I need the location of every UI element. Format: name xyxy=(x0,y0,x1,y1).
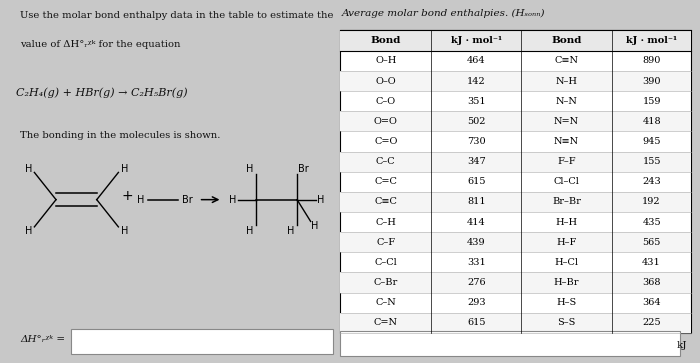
Text: H: H xyxy=(246,225,253,236)
Text: C–N: C–N xyxy=(375,298,396,307)
Text: kJ · mol⁻¹: kJ · mol⁻¹ xyxy=(626,36,677,45)
Text: H–F: H–F xyxy=(556,238,577,247)
Text: 464: 464 xyxy=(467,56,486,65)
Text: C₂H₄(g) + HBr(g) → C₂H₅Br(g): C₂H₄(g) + HBr(g) → C₂H₅Br(g) xyxy=(16,87,188,98)
Bar xyxy=(340,313,691,333)
Text: +: + xyxy=(122,189,133,203)
Text: ΔH°ᵣᵡᵏ =: ΔH°ᵣᵡᵏ = xyxy=(20,335,66,344)
Text: 565: 565 xyxy=(643,238,661,247)
Text: F–F: F–F xyxy=(557,157,576,166)
Text: C≡C: C≡C xyxy=(374,197,397,207)
Text: H–Cl: H–Cl xyxy=(554,258,579,267)
Bar xyxy=(340,30,691,51)
Text: 414: 414 xyxy=(467,217,486,227)
Text: H: H xyxy=(121,164,128,174)
Text: 811: 811 xyxy=(467,197,486,207)
Text: 368: 368 xyxy=(643,278,661,287)
Text: C–C: C–C xyxy=(376,157,396,166)
Bar xyxy=(340,30,691,333)
Text: 155: 155 xyxy=(643,157,661,166)
Text: C=N: C=N xyxy=(374,318,398,327)
Text: O–O: O–O xyxy=(375,77,396,86)
Text: 351: 351 xyxy=(467,97,486,106)
Text: Br: Br xyxy=(183,195,193,205)
Text: H: H xyxy=(25,225,32,236)
Text: 890: 890 xyxy=(643,56,661,65)
Bar xyxy=(340,152,691,172)
Text: 243: 243 xyxy=(642,177,661,186)
Text: 502: 502 xyxy=(467,117,485,126)
Text: kJ: kJ xyxy=(677,342,687,350)
Text: C≡N: C≡N xyxy=(554,56,579,65)
Text: 276: 276 xyxy=(467,278,486,287)
Text: Average molar bond enthalpies. (Hₛₒₙₙ): Average molar bond enthalpies. (Hₛₒₙₙ) xyxy=(342,9,545,18)
Text: O–H: O–H xyxy=(375,56,396,65)
Text: O=O: O=O xyxy=(374,117,398,126)
Text: 331: 331 xyxy=(467,258,486,267)
Text: 615: 615 xyxy=(467,318,485,327)
Text: 435: 435 xyxy=(643,217,661,227)
Text: 945: 945 xyxy=(643,137,661,146)
Text: 192: 192 xyxy=(643,197,661,207)
Text: C=C: C=C xyxy=(374,177,397,186)
Text: N≡N: N≡N xyxy=(554,137,579,146)
Text: 418: 418 xyxy=(643,117,661,126)
Text: 225: 225 xyxy=(643,318,661,327)
Text: S–S: S–S xyxy=(557,318,576,327)
Text: C=O: C=O xyxy=(374,137,398,146)
Text: N=N: N=N xyxy=(554,117,579,126)
Text: H: H xyxy=(25,164,32,174)
Bar xyxy=(71,329,332,354)
Text: 390: 390 xyxy=(643,77,661,86)
Bar xyxy=(340,192,691,212)
Text: Bond: Bond xyxy=(370,36,401,45)
Text: The bonding in the molecules is shown.: The bonding in the molecules is shown. xyxy=(20,131,220,140)
Text: H: H xyxy=(121,225,128,236)
Text: 615: 615 xyxy=(467,177,485,186)
Text: H: H xyxy=(229,195,236,205)
Text: 293: 293 xyxy=(467,298,486,307)
Text: 364: 364 xyxy=(643,298,661,307)
Text: C–F: C–F xyxy=(376,238,396,247)
Text: H: H xyxy=(136,195,144,205)
Bar xyxy=(340,331,680,356)
Text: C–O: C–O xyxy=(376,97,396,106)
Text: H: H xyxy=(246,164,253,174)
Bar xyxy=(340,272,691,293)
Text: C–H: C–H xyxy=(375,217,396,227)
Text: H–Br: H–Br xyxy=(554,278,580,287)
Text: H: H xyxy=(317,195,325,205)
Text: Bond: Bond xyxy=(552,36,582,45)
Text: 730: 730 xyxy=(467,137,486,146)
Bar xyxy=(340,111,691,131)
Text: Cl–Cl: Cl–Cl xyxy=(554,177,580,186)
Text: C–Br: C–Br xyxy=(374,278,398,287)
Text: N–H: N–H xyxy=(556,77,578,86)
Text: Use the molar bond enthalpy data in the table to estimate the: Use the molar bond enthalpy data in the … xyxy=(20,11,334,20)
Text: 431: 431 xyxy=(642,258,661,267)
Text: value of ΔH°ᵣᵡᵏ for the equation: value of ΔH°ᵣᵡᵏ for the equation xyxy=(20,40,181,49)
Text: H–H: H–H xyxy=(556,217,578,227)
Text: H: H xyxy=(286,225,294,236)
Text: 142: 142 xyxy=(467,77,486,86)
Text: Br: Br xyxy=(298,164,309,174)
Text: H–S: H–S xyxy=(556,298,577,307)
Text: H: H xyxy=(311,221,318,231)
Bar xyxy=(340,71,691,91)
Text: 347: 347 xyxy=(467,157,486,166)
Text: N–N: N–N xyxy=(556,97,578,106)
Text: 159: 159 xyxy=(643,97,661,106)
Text: 439: 439 xyxy=(467,238,486,247)
Bar xyxy=(340,232,691,252)
Text: kJ · mol⁻¹: kJ · mol⁻¹ xyxy=(451,36,502,45)
Text: C–Cl: C–Cl xyxy=(374,258,397,267)
Text: Br–Br: Br–Br xyxy=(552,197,581,207)
